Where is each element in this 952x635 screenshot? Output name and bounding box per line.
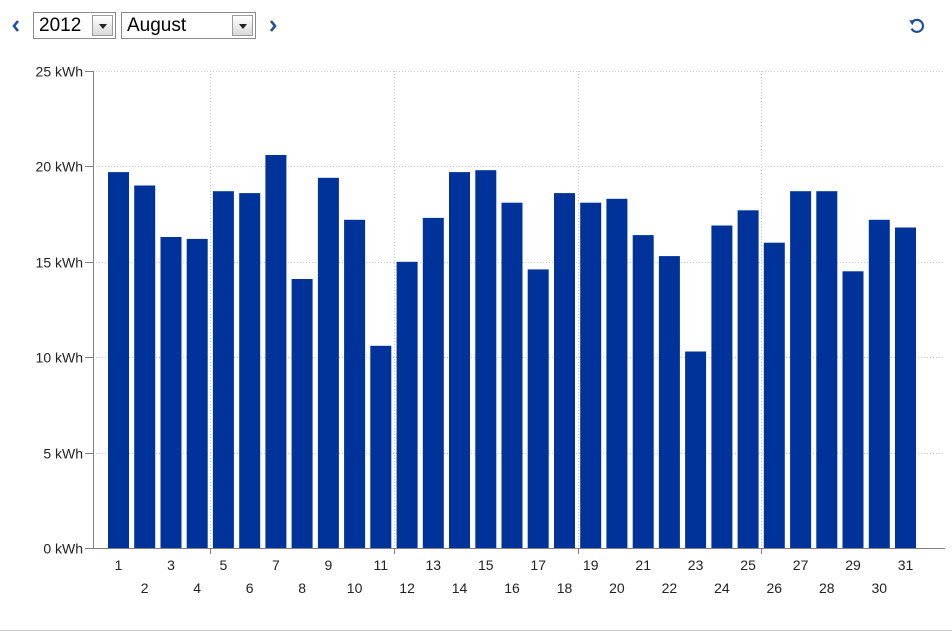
bar-day-4 — [186, 238, 208, 548]
x-tick-label: 10 — [347, 580, 363, 596]
bar-day-19 — [580, 202, 602, 548]
bar-day-10 — [344, 219, 366, 549]
x-tick-label: 27 — [793, 557, 809, 573]
month-select-value: August — [127, 15, 187, 36]
bar-day-9 — [317, 177, 339, 549]
bar-day-3 — [160, 237, 182, 548]
x-tick-label: 18 — [557, 580, 573, 596]
x-tick-label: 4 — [193, 580, 201, 596]
x-tick-label: 16 — [504, 580, 520, 596]
x-tick-label: 9 — [325, 557, 333, 573]
x-tick-label: 28 — [819, 580, 835, 596]
bar-day-20 — [606, 198, 628, 549]
year-select[interactable]: 2012 — [33, 12, 116, 39]
chevron-left-icon — [12, 20, 20, 32]
chevron-right-icon — [269, 20, 277, 32]
x-tick-label: 24 — [714, 580, 730, 596]
x-tick-label: 12 — [399, 580, 415, 596]
divider — [0, 630, 952, 631]
y-tick-label: 5 kWh — [43, 446, 83, 462]
bar-day-24 — [711, 225, 733, 548]
bar-day-15 — [475, 170, 497, 548]
x-tick-label: 23 — [688, 557, 704, 573]
bar-day-6 — [239, 193, 261, 548]
x-tick-label: 7 — [272, 557, 280, 573]
bar-day-7 — [265, 155, 287, 548]
bar-day-8 — [291, 279, 313, 548]
x-tick-label: 1 — [115, 557, 123, 573]
chevron-down-icon — [99, 24, 107, 29]
bar-day-14 — [449, 172, 470, 548]
bar-day-31 — [895, 227, 916, 548]
bar-day-29 — [842, 271, 864, 548]
x-tick-label: 6 — [246, 580, 254, 596]
bar-day-26 — [763, 242, 785, 548]
x-tick-label: 31 — [898, 557, 914, 573]
x-tick-label: 19 — [583, 557, 599, 573]
bar-day-18 — [554, 193, 575, 548]
x-tick-label: 29 — [845, 557, 861, 573]
y-tick-label: 15 kWh — [36, 255, 83, 271]
x-tick-label: 11 — [374, 557, 389, 573]
next-month-button[interactable] — [265, 14, 281, 38]
x-tick-label: 25 — [740, 557, 756, 573]
bar-day-17 — [527, 269, 549, 548]
bar-day-1 — [108, 172, 129, 548]
x-tick-label: 14 — [452, 580, 468, 596]
x-tick-label: 8 — [298, 580, 306, 596]
bar-day-23 — [685, 351, 707, 548]
x-tick-label: 21 — [635, 557, 651, 573]
bar-day-21 — [632, 235, 654, 548]
bar-day-13 — [422, 217, 444, 548]
month-dropdown-button[interactable] — [232, 15, 253, 36]
y-tick-label: 0 kWh — [43, 541, 83, 557]
x-tick-label: 22 — [662, 580, 678, 596]
refresh-button[interactable] — [906, 15, 928, 37]
bar-day-25 — [737, 210, 759, 549]
x-tick-label: 13 — [426, 557, 442, 573]
toolbar: 2012 August — [0, 0, 952, 52]
y-tick-label: 25 kWh — [36, 64, 83, 80]
x-tick-label: 26 — [767, 580, 783, 596]
year-select-value: 2012 — [39, 15, 82, 36]
chevron-down-icon — [239, 24, 247, 29]
y-tick-label: 20 kWh — [36, 159, 83, 175]
bar-day-12 — [396, 261, 418, 548]
x-tick-label: 20 — [609, 580, 625, 596]
y-tick-label: 10 kWh — [36, 350, 83, 366]
bar-day-27 — [790, 191, 812, 548]
year-dropdown-button[interactable] — [92, 15, 113, 36]
bar-day-5 — [212, 191, 234, 548]
x-tick-label: 2 — [141, 580, 149, 596]
x-tick-label: 17 — [530, 557, 546, 573]
bar-day-22 — [658, 256, 680, 548]
bar-day-11 — [370, 345, 392, 548]
month-select[interactable]: August — [121, 12, 256, 39]
bar-day-30 — [868, 219, 890, 549]
bar-day-2 — [134, 185, 156, 548]
bar-day-28 — [816, 191, 838, 548]
refresh-icon — [909, 18, 925, 33]
x-tick-label: 15 — [478, 557, 494, 573]
prev-month-button[interactable] — [8, 14, 24, 38]
bar-day-16 — [501, 202, 523, 548]
x-tick-label: 30 — [872, 580, 888, 596]
x-tick-label: 5 — [220, 557, 228, 573]
x-tick-label: 3 — [167, 557, 175, 573]
